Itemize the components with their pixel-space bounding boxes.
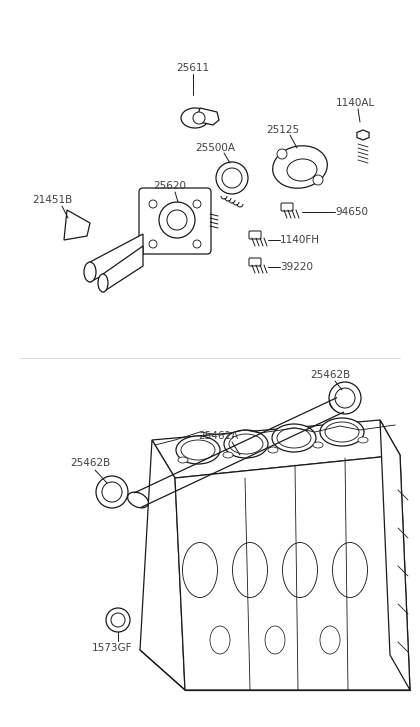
Circle shape bbox=[149, 200, 157, 208]
Ellipse shape bbox=[178, 457, 188, 463]
FancyBboxPatch shape bbox=[281, 203, 293, 211]
Polygon shape bbox=[103, 246, 143, 292]
Circle shape bbox=[277, 149, 287, 159]
Ellipse shape bbox=[325, 422, 359, 442]
Ellipse shape bbox=[210, 626, 230, 654]
Ellipse shape bbox=[268, 447, 278, 453]
Ellipse shape bbox=[84, 262, 96, 282]
Circle shape bbox=[329, 382, 361, 414]
Polygon shape bbox=[198, 108, 219, 125]
Text: 1140FH: 1140FH bbox=[280, 235, 320, 245]
Polygon shape bbox=[175, 455, 410, 690]
FancyBboxPatch shape bbox=[249, 258, 261, 266]
Ellipse shape bbox=[222, 168, 242, 188]
Ellipse shape bbox=[358, 437, 368, 443]
Circle shape bbox=[149, 240, 157, 248]
Ellipse shape bbox=[229, 434, 263, 454]
Circle shape bbox=[313, 175, 323, 185]
Circle shape bbox=[96, 476, 128, 508]
Ellipse shape bbox=[181, 108, 209, 128]
Ellipse shape bbox=[320, 626, 340, 654]
Ellipse shape bbox=[287, 159, 317, 181]
Circle shape bbox=[335, 388, 355, 408]
Text: 25462B: 25462B bbox=[70, 458, 110, 468]
Polygon shape bbox=[380, 420, 410, 690]
Circle shape bbox=[167, 210, 187, 230]
FancyBboxPatch shape bbox=[139, 188, 211, 254]
Circle shape bbox=[159, 202, 195, 238]
Text: 94650: 94650 bbox=[335, 207, 368, 217]
Polygon shape bbox=[90, 234, 143, 282]
Text: 25461A: 25461A bbox=[198, 431, 238, 441]
Polygon shape bbox=[64, 210, 90, 240]
Ellipse shape bbox=[183, 542, 218, 598]
Ellipse shape bbox=[233, 542, 268, 598]
Circle shape bbox=[106, 608, 130, 632]
Ellipse shape bbox=[265, 626, 285, 654]
Circle shape bbox=[193, 240, 201, 248]
Ellipse shape bbox=[313, 442, 323, 448]
Text: 25611: 25611 bbox=[176, 63, 210, 73]
Ellipse shape bbox=[277, 428, 311, 448]
FancyBboxPatch shape bbox=[249, 231, 261, 239]
Ellipse shape bbox=[128, 492, 148, 508]
Circle shape bbox=[193, 200, 201, 208]
Ellipse shape bbox=[330, 397, 350, 413]
Polygon shape bbox=[152, 420, 400, 478]
Text: 25462B: 25462B bbox=[310, 370, 350, 380]
Ellipse shape bbox=[216, 162, 248, 194]
Text: 25620: 25620 bbox=[153, 181, 186, 191]
Polygon shape bbox=[140, 440, 185, 690]
Ellipse shape bbox=[320, 418, 364, 446]
Ellipse shape bbox=[273, 146, 327, 188]
Circle shape bbox=[111, 613, 125, 627]
Text: 1140AL: 1140AL bbox=[336, 98, 375, 108]
Ellipse shape bbox=[224, 430, 268, 458]
Text: 25125: 25125 bbox=[266, 125, 299, 135]
Polygon shape bbox=[357, 130, 369, 140]
Ellipse shape bbox=[176, 436, 220, 464]
Text: 39220: 39220 bbox=[280, 262, 313, 272]
Text: 25500A: 25500A bbox=[195, 143, 235, 153]
Ellipse shape bbox=[333, 542, 368, 598]
Ellipse shape bbox=[272, 424, 316, 452]
Ellipse shape bbox=[283, 542, 318, 598]
Ellipse shape bbox=[98, 274, 108, 292]
Ellipse shape bbox=[181, 440, 215, 460]
Circle shape bbox=[193, 112, 205, 124]
Ellipse shape bbox=[223, 452, 233, 458]
Text: 21451B: 21451B bbox=[32, 195, 72, 205]
Circle shape bbox=[102, 482, 122, 502]
Text: 1573GF: 1573GF bbox=[92, 643, 132, 653]
